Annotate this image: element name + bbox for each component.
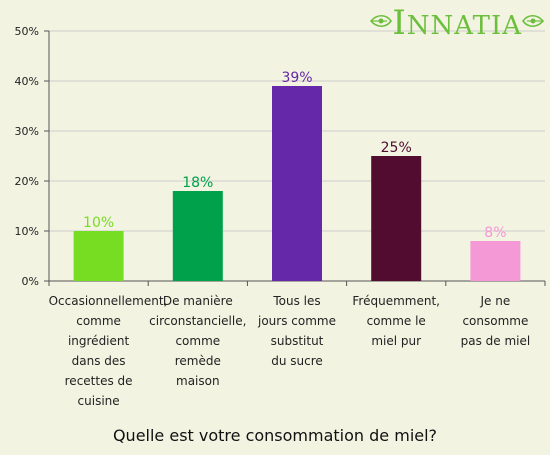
bar	[371, 156, 422, 281]
bar-value-label: 10%	[83, 215, 114, 231]
bar	[172, 191, 223, 281]
y-tick-label: 30%	[15, 125, 39, 138]
y-tick-label: 20%	[15, 175, 39, 188]
logo-text: INNATIA	[392, 3, 522, 43]
chart-caption: Quelle est votre consommation de miel?	[112, 426, 438, 445]
bar-value-label: 25%	[381, 140, 412, 156]
x-category-label: Occasionnellement, comme ingrédient dans…	[48, 294, 168, 408]
bar-value-label: 18%	[182, 175, 213, 191]
bar-value-label: 39%	[281, 70, 312, 86]
bar	[272, 86, 322, 281]
bar	[470, 241, 521, 281]
x-category-label: Tous les jours comme substitut du sucre	[258, 294, 336, 368]
y-tick-label: 0%	[22, 275, 39, 288]
y-tick-label: 10%	[15, 225, 39, 238]
y-tick-label: 40%	[15, 75, 39, 88]
bar	[73, 231, 124, 281]
leaf-left-icon	[370, 13, 393, 33]
x-category-label: Je ne consomme pas de miel	[460, 294, 531, 348]
y-tick-label: 50%	[15, 25, 39, 38]
bar-value-label: 8%	[484, 225, 506, 241]
x-category-label: De manière circonstancielle, comme remèd…	[149, 294, 247, 388]
x-category-label: Fréquemment, comme le miel pur	[352, 294, 440, 348]
innatia-logo[interactable]: INNATIA	[370, 3, 545, 43]
leaf-right-icon	[522, 13, 545, 33]
